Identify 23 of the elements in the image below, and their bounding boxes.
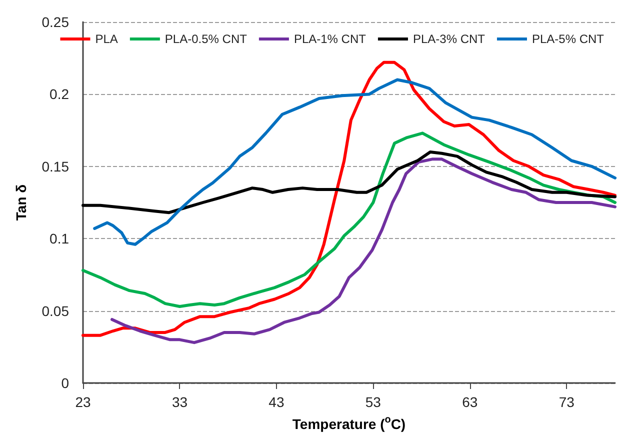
x-tick-label: 53 [365,394,382,410]
line-series [82,150,616,214]
y-tick-label: 0.25 [42,14,70,30]
x-tick-label: 43 [268,394,284,410]
x-tick-label: 73 [558,394,575,410]
line-series [82,60,616,337]
legend-label: PLA-0.5% CNT [164,32,248,46]
y-tick-label: 0.1 [50,230,70,247]
line-series [93,78,616,246]
line-series [82,132,616,308]
y-axis-title: Tan δ [13,184,29,221]
x-tick-label: 23 [75,394,91,410]
line-series [110,158,616,344]
y-tick-label: 0.05 [42,302,70,319]
x-tick-label: 63 [462,394,478,410]
x-tick-label: 33 [172,394,188,410]
legend-label: PLA-1% CNT [294,32,367,46]
legend-label: PLA-3% CNT [412,32,486,46]
y-tick-label: 0.15 [42,158,70,174]
y-tick-label: 0.2 [50,86,70,102]
legend-label: PLA-5% CNT [532,32,605,46]
y-tick-label: 0 [61,375,70,391]
legend-label: PLA [95,32,118,46]
